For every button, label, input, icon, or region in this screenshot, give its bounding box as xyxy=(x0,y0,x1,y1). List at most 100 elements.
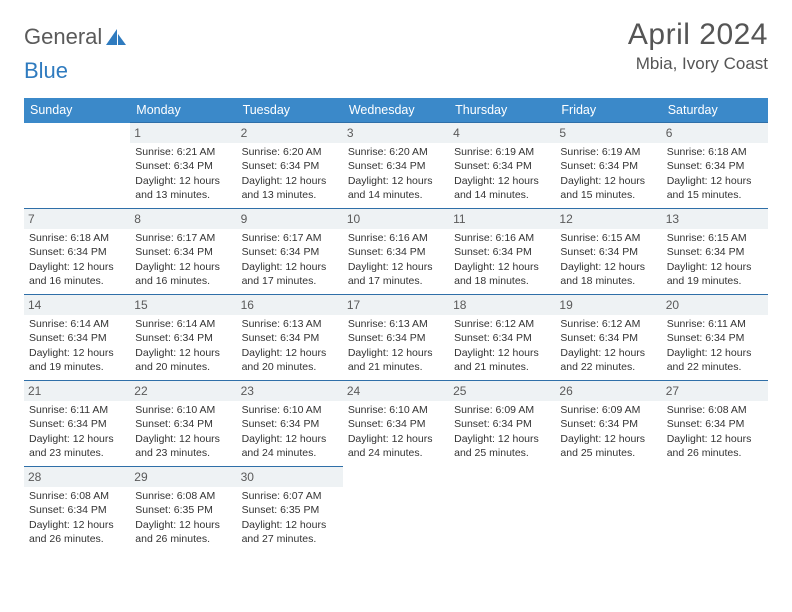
sunrise-line: Sunrise: 6:11 AM xyxy=(667,317,763,331)
weekday-header: Friday xyxy=(555,98,661,123)
calendar-day-cell: 28Sunrise: 6:08 AMSunset: 6:34 PMDayligh… xyxy=(24,467,130,553)
day-number: 9 xyxy=(237,209,343,229)
location: Mbia, Ivory Coast xyxy=(628,54,768,74)
daylight-line: Daylight: 12 hours and 16 minutes. xyxy=(29,260,125,288)
daylight-line: Daylight: 12 hours and 16 minutes. xyxy=(135,260,231,288)
sunset-line: Sunset: 6:34 PM xyxy=(29,245,125,259)
daylight-line: Daylight: 12 hours and 20 minutes. xyxy=(135,346,231,374)
day-number: 7 xyxy=(24,209,130,229)
sunset-line: Sunset: 6:35 PM xyxy=(135,503,231,517)
daylight-line: Daylight: 12 hours and 13 minutes. xyxy=(135,174,231,202)
calendar-header-row: SundayMondayTuesdayWednesdayThursdayFrid… xyxy=(24,98,768,123)
day-number: 5 xyxy=(555,123,661,143)
day-number: 24 xyxy=(343,381,449,401)
sunrise-line: Sunrise: 6:14 AM xyxy=(29,317,125,331)
calendar-day-cell: 10Sunrise: 6:16 AMSunset: 6:34 PMDayligh… xyxy=(343,209,449,295)
daylight-line: Daylight: 12 hours and 22 minutes. xyxy=(667,346,763,374)
day-number: 8 xyxy=(130,209,236,229)
sunrise-line: Sunrise: 6:09 AM xyxy=(454,403,550,417)
daylight-line: Daylight: 12 hours and 26 minutes. xyxy=(135,518,231,546)
sunset-line: Sunset: 6:34 PM xyxy=(348,417,444,431)
daylight-line: Daylight: 12 hours and 22 minutes. xyxy=(560,346,656,374)
sunrise-line: Sunrise: 6:13 AM xyxy=(348,317,444,331)
calendar-day-cell: 8 Sunrise: 6:17 AMSunset: 6:34 PMDaylight… xyxy=(130,209,236,295)
sunset-line: Sunset: 6:34 PM xyxy=(560,159,656,173)
sunrise-line: Sunrise: 6:07 AM xyxy=(242,489,338,503)
daylight-line: Daylight: 12 hours and 19 minutes. xyxy=(667,260,763,288)
sunset-line: Sunset: 6:34 PM xyxy=(242,159,338,173)
daylight-line: Daylight: 12 hours and 17 minutes. xyxy=(242,260,338,288)
day-number: 17 xyxy=(343,295,449,315)
day-number: 6 xyxy=(662,123,768,143)
day-number: 1 xyxy=(130,123,236,143)
day-number: 4 xyxy=(449,123,555,143)
daylight-line: Daylight: 12 hours and 20 minutes. xyxy=(242,346,338,374)
sunrise-line: Sunrise: 6:17 AM xyxy=(135,231,231,245)
sunrise-line: Sunrise: 6:10 AM xyxy=(135,403,231,417)
sunset-line: Sunset: 6:34 PM xyxy=(348,159,444,173)
sunset-line: Sunset: 6:34 PM xyxy=(242,331,338,345)
logo: General xyxy=(24,18,127,50)
day-number: 13 xyxy=(662,209,768,229)
calendar-day-cell: 17Sunrise: 6:13 AMSunset: 6:34 PMDayligh… xyxy=(343,295,449,381)
sunset-line: Sunset: 6:34 PM xyxy=(29,331,125,345)
day-number: 30 xyxy=(237,467,343,487)
sunrise-line: Sunrise: 6:18 AM xyxy=(667,145,763,159)
day-number: 27 xyxy=(662,381,768,401)
calendar-day-cell: 6Sunrise: 6:18 AMSunset: 6:34 PMDaylight… xyxy=(662,123,768,209)
calendar-body: 1Sunrise: 6:21 AMSunset: 6:34 PMDaylight… xyxy=(24,123,768,553)
sunrise-line: Sunrise: 6:17 AM xyxy=(242,231,338,245)
calendar-table: SundayMondayTuesdayWednesdayThursdayFrid… xyxy=(24,98,768,553)
sunset-line: Sunset: 6:34 PM xyxy=(667,331,763,345)
daylight-line: Daylight: 12 hours and 26 minutes. xyxy=(667,432,763,460)
sunset-line: Sunset: 6:34 PM xyxy=(560,417,656,431)
calendar-week-row: 14Sunrise: 6:14 AMSunset: 6:34 PMDayligh… xyxy=(24,295,768,381)
day-number: 20 xyxy=(662,295,768,315)
sunset-line: Sunset: 6:34 PM xyxy=(242,245,338,259)
calendar-day-cell: 2Sunrise: 6:20 AMSunset: 6:34 PMDaylight… xyxy=(237,123,343,209)
logo-sail-icon xyxy=(105,28,127,46)
sunrise-line: Sunrise: 6:15 AM xyxy=(560,231,656,245)
sunrise-line: Sunrise: 6:08 AM xyxy=(29,489,125,503)
daylight-line: Daylight: 12 hours and 14 minutes. xyxy=(348,174,444,202)
calendar-day-cell: 30Sunrise: 6:07 AMSunset: 6:35 PMDayligh… xyxy=(237,467,343,553)
calendar-week-row: 1Sunrise: 6:21 AMSunset: 6:34 PMDaylight… xyxy=(24,123,768,209)
day-number: 25 xyxy=(449,381,555,401)
sunset-line: Sunset: 6:34 PM xyxy=(135,417,231,431)
title-block: April 2024 Mbia, Ivory Coast xyxy=(628,18,768,74)
calendar-day-cell xyxy=(555,467,661,553)
sunset-line: Sunset: 6:34 PM xyxy=(242,417,338,431)
calendar-day-cell: 29Sunrise: 6:08 AMSunset: 6:35 PMDayligh… xyxy=(130,467,236,553)
daylight-line: Daylight: 12 hours and 21 minutes. xyxy=(454,346,550,374)
day-number: 19 xyxy=(555,295,661,315)
day-number: 18 xyxy=(449,295,555,315)
day-number: 23 xyxy=(237,381,343,401)
sunrise-line: Sunrise: 6:08 AM xyxy=(667,403,763,417)
calendar-day-cell: 11Sunrise: 6:16 AMSunset: 6:34 PMDayligh… xyxy=(449,209,555,295)
sunrise-line: Sunrise: 6:16 AM xyxy=(348,231,444,245)
sunrise-line: Sunrise: 6:10 AM xyxy=(348,403,444,417)
daylight-line: Daylight: 12 hours and 18 minutes. xyxy=(560,260,656,288)
sunset-line: Sunset: 6:34 PM xyxy=(348,245,444,259)
weekday-header: Monday xyxy=(130,98,236,123)
daylight-line: Daylight: 12 hours and 19 minutes. xyxy=(29,346,125,374)
calendar-day-cell: 22Sunrise: 6:10 AMSunset: 6:34 PMDayligh… xyxy=(130,381,236,467)
sunset-line: Sunset: 6:34 PM xyxy=(135,245,231,259)
sunset-line: Sunset: 6:34 PM xyxy=(454,417,550,431)
sunrise-line: Sunrise: 6:12 AM xyxy=(560,317,656,331)
daylight-line: Daylight: 12 hours and 18 minutes. xyxy=(454,260,550,288)
daylight-line: Daylight: 12 hours and 13 minutes. xyxy=(242,174,338,202)
sunrise-line: Sunrise: 6:20 AM xyxy=(242,145,338,159)
sunset-line: Sunset: 6:34 PM xyxy=(454,159,550,173)
day-number: 10 xyxy=(343,209,449,229)
sunset-line: Sunset: 6:34 PM xyxy=(29,503,125,517)
calendar-day-cell: 26Sunrise: 6:09 AMSunset: 6:34 PMDayligh… xyxy=(555,381,661,467)
sunset-line: Sunset: 6:34 PM xyxy=(560,245,656,259)
sunrise-line: Sunrise: 6:18 AM xyxy=(29,231,125,245)
calendar-day-cell: 20 Sunrise: 6:11 AMSunset: 6:34 PMDayligh… xyxy=(662,295,768,381)
daylight-line: Daylight: 12 hours and 27 minutes. xyxy=(242,518,338,546)
sunset-line: Sunset: 6:34 PM xyxy=(560,331,656,345)
daylight-line: Daylight: 12 hours and 14 minutes. xyxy=(454,174,550,202)
weekday-header: Tuesday xyxy=(237,98,343,123)
calendar-day-cell xyxy=(449,467,555,553)
